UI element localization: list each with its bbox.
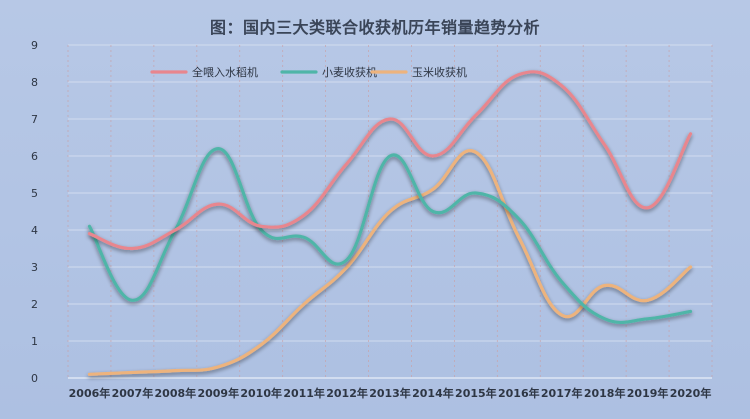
x-tick-label: 2007年 [112,386,154,400]
legend-label: 小麦收获机 [322,65,377,79]
legend-item-1: 小麦收获机 [280,65,377,79]
series-line-1 [87,147,693,325]
y-tick-label: 4 [31,224,38,237]
chart-title: 图：国内三大类联合收获机历年销量趋势分析 [209,18,540,37]
y-tick-label: 1 [31,335,38,348]
series-line-0 [87,70,693,251]
y-tick-label: 2 [31,298,38,311]
x-tick-label: 2014年 [412,386,454,400]
x-tick-label: 2008年 [155,386,197,400]
y-tick-label: 9 [31,39,38,52]
x-tick-label: 2018年 [584,386,626,400]
x-tick-label: 2009年 [197,386,239,400]
legend-label: 全喂入水稻机 [192,65,258,79]
x-tick-label: 2012年 [326,386,368,400]
y-tick-label: 6 [31,150,38,163]
x-tick-label: 2019年 [627,386,669,400]
x-tick-label: 2010年 [240,386,282,400]
y-tick-label: 3 [31,261,38,274]
y-tick-label: 8 [31,76,38,89]
legend-item-0: 全喂入水稻机 [150,65,258,79]
x-tick-label: 2017年 [541,386,583,400]
x-tick-label: 2013年 [369,386,411,400]
x-tick-label: 2016年 [498,386,540,400]
y-tick-label: 0 [31,372,38,385]
legend-label: 玉米收获机 [412,65,467,79]
x-tick-label: 2020年 [670,386,712,400]
y-tick-label: 5 [31,187,38,200]
x-tick-label: 2011年 [283,386,325,400]
x-tick-label: 2015年 [455,386,497,400]
legend-item-2: 玉米收获机 [370,65,467,79]
y-tick-label: 7 [31,113,38,126]
x-tick-label: 2006年 [69,386,111,400]
series-line-2 [87,149,693,376]
